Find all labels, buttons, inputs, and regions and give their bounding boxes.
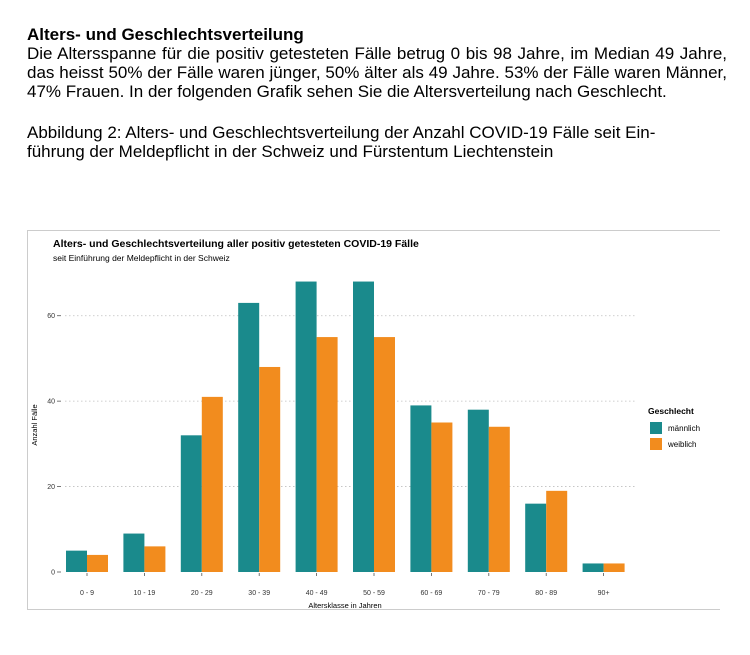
grid-lines: [65, 315, 636, 487]
chart-frame: Alters- und Geschlechtsverteilung aller …: [27, 230, 720, 610]
bar-weiblich: [431, 422, 453, 572]
x-tick-label: 10 - 19: [134, 590, 156, 597]
legend-title: Geschlecht: [648, 406, 694, 416]
bar-maennlich: [353, 281, 374, 572]
bar-maennlich: [295, 281, 317, 572]
bar-weiblich: [87, 554, 108, 572]
y-tick-label: 60: [47, 313, 55, 320]
y-axis: 0 20 40 60: [47, 313, 61, 577]
bar-maennlich: [123, 533, 145, 572]
x-axis: 0 - 9 10 - 19 20 - 29 30 - 39 40 - 49 50 - 59…: [80, 573, 610, 597]
bar-weiblich: [144, 546, 166, 572]
legend-swatch: [650, 438, 662, 450]
chart-title: Alters- und Geschlechtsverteilung aller …: [53, 238, 419, 250]
figure-caption-line-1: Abbildung 2: Alters- und Geschlechtsvert…: [27, 123, 656, 142]
bar-maennlich: [238, 302, 260, 572]
bar-maennlich: [66, 550, 87, 572]
bar-weiblich: [316, 337, 338, 572]
bar-weiblich: [259, 366, 281, 572]
document-body: Alters- und Geschlechtsverteilung Die Al…: [27, 25, 727, 161]
bar-weiblich: [374, 337, 395, 572]
legend: Geschlecht männlich weiblich: [648, 406, 700, 450]
bar-maennlich: [180, 435, 202, 572]
figure-caption: Abbildung 2: Alters- und Geschlechtsvert…: [27, 123, 727, 161]
bar-weiblich: [201, 396, 223, 572]
legend-label: männlich: [668, 424, 700, 433]
bar-maennlich: [467, 409, 489, 572]
figure-caption-line-2: führung der Meldepflicht in der Schweiz …: [27, 142, 554, 161]
y-tick-label: 40: [47, 399, 55, 406]
y-tick-label: 0: [51, 570, 55, 577]
y-axis-label: Anzahl Fälle: [30, 404, 39, 445]
bar-maennlich: [525, 503, 547, 572]
x-tick-label: 20 - 29: [191, 590, 213, 597]
bar-maennlich: [582, 563, 604, 572]
x-tick-label: 50 - 59: [363, 590, 385, 597]
section-heading: Alters- und Geschlechtsverteilung: [27, 25, 304, 44]
y-tick-label: 20: [47, 484, 55, 491]
x-tick-label: 30 - 39: [248, 590, 270, 597]
section-paragraph: Die Altersspanne für die positiv geteste…: [27, 44, 727, 101]
x-tick-label: 60 - 69: [421, 590, 443, 597]
x-tick-label: 90+: [598, 590, 610, 597]
age-sex-bar-chart: Alters- und Geschlechtsverteilung aller …: [30, 238, 700, 609]
chart-subtitle: seit Einführung der Meldepflicht in der …: [53, 253, 230, 263]
bar-maennlich: [410, 405, 432, 572]
bar-weiblich: [603, 563, 625, 572]
x-tick-label: 40 - 49: [306, 590, 328, 597]
x-tick-label: 80 - 89: [535, 590, 557, 597]
x-tick-label: 0 - 9: [80, 590, 94, 597]
x-tick-label: 70 - 79: [478, 590, 500, 597]
legend-label: weiblich: [667, 440, 696, 449]
bars: [66, 281, 625, 572]
bar-weiblich: [546, 490, 568, 572]
x-axis-label: Altersklasse in Jahren: [308, 601, 381, 609]
legend-swatch: [650, 422, 662, 434]
bar-weiblich: [488, 426, 510, 572]
